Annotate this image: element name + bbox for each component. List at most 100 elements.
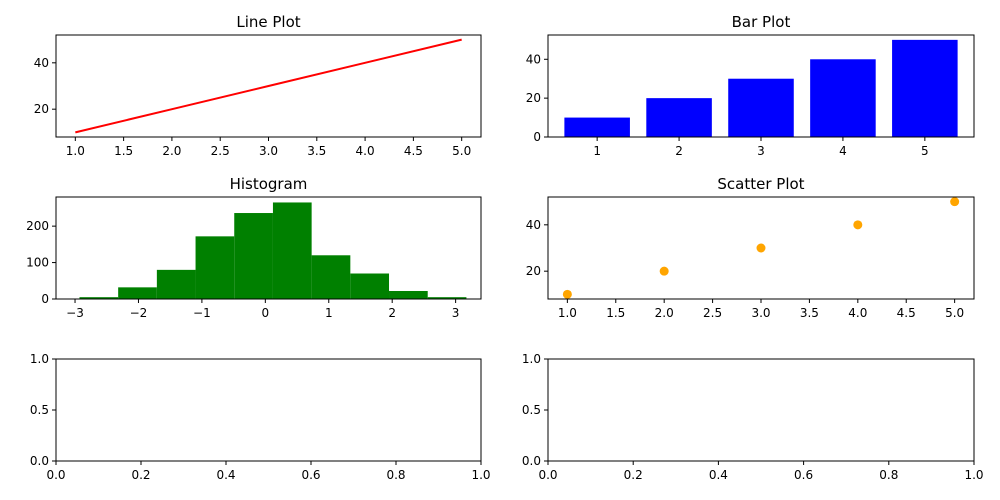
scatter-plot-title: Scatter Plot bbox=[717, 175, 804, 193]
y-tick-label: 200 bbox=[26, 219, 49, 233]
y-tick-label: 20 bbox=[526, 264, 541, 278]
histogram-title: Histogram bbox=[230, 175, 308, 193]
y-tick-label: 0.5 bbox=[30, 403, 49, 417]
histogram-bin bbox=[118, 287, 157, 299]
y-tick-label: 0 bbox=[41, 292, 49, 306]
x-tick-label: 3 bbox=[757, 144, 765, 158]
histogram-y-ticks: 0 100 200 bbox=[26, 219, 56, 306]
x-tick-label: 2.5 bbox=[703, 306, 722, 320]
empty-axes-left-y-ticks: 0.0 0.5 1.0 bbox=[30, 352, 56, 468]
x-tick-label: 4.0 bbox=[848, 306, 867, 320]
x-tick-label: 4.5 bbox=[897, 306, 916, 320]
x-tick-label: 4 bbox=[839, 144, 847, 158]
histogram-bin bbox=[389, 290, 428, 299]
scatter-plot-area bbox=[562, 197, 960, 299]
x-tick-label: 0.8 bbox=[386, 468, 405, 482]
x-tick-label: 0.6 bbox=[301, 468, 320, 482]
x-tick-label: 0.6 bbox=[794, 468, 813, 482]
histogram-bin bbox=[427, 297, 467, 299]
x-tick-label: 1.0 bbox=[66, 144, 85, 158]
x-tick-label: 1 bbox=[325, 306, 333, 320]
line-plot-title: Line Plot bbox=[236, 13, 300, 31]
x-tick-label: 2.5 bbox=[211, 144, 230, 158]
histogram-frame bbox=[55, 196, 482, 300]
bar-plot-area bbox=[564, 39, 958, 137]
line-plot-axes: Line Plot 1.0 1.5 2.0 2.5 3.0 3.5 4.0 4.5 5.0 20… bbox=[34, 13, 482, 158]
bar bbox=[810, 59, 876, 137]
line-series bbox=[75, 38, 462, 134]
empty-axes-left: 0.0 0.2 0.4 0.6 0.8 1.0 0.0 0.5 1.0 bbox=[30, 352, 491, 482]
scatter-point bbox=[756, 243, 766, 253]
x-tick-label: −3 bbox=[66, 306, 84, 320]
empty-axes-right-x-ticks: 0.0 0.2 0.4 0.6 0.8 1.0 bbox=[538, 461, 984, 482]
y-tick-label: 0 bbox=[533, 130, 541, 144]
y-tick-label: 40 bbox=[34, 56, 49, 70]
x-tick-label: 1.0 bbox=[471, 468, 490, 482]
histogram-x-ticks: −3 −2 −1 0 1 2 3 bbox=[66, 299, 459, 320]
x-tick-label: 5.0 bbox=[452, 144, 471, 158]
y-tick-label: 1.0 bbox=[522, 352, 541, 366]
y-tick-label: 100 bbox=[26, 256, 49, 270]
x-tick-label: −1 bbox=[193, 306, 211, 320]
x-tick-label: 4.0 bbox=[356, 144, 375, 158]
bar-plot-y-ticks: 0 20 40 bbox=[526, 52, 548, 144]
x-tick-label: 0 bbox=[262, 306, 270, 320]
y-tick-label: 40 bbox=[526, 52, 541, 66]
y-tick-label: 20 bbox=[34, 102, 49, 116]
x-tick-label: 0.4 bbox=[709, 468, 728, 482]
x-tick-label: 2 bbox=[388, 306, 396, 320]
scatter-point bbox=[853, 220, 863, 230]
histogram-bin bbox=[311, 255, 351, 299]
x-tick-label: 0.0 bbox=[538, 468, 557, 482]
x-tick-label: 3.0 bbox=[751, 306, 770, 320]
x-tick-label: 4.5 bbox=[404, 144, 423, 158]
x-tick-label: 3.0 bbox=[259, 144, 278, 158]
x-tick-label: 1.5 bbox=[114, 144, 133, 158]
empty-axes-right-y-ticks: 0.0 0.5 1.0 bbox=[522, 352, 548, 468]
line-plot-x-ticks: 1.0 1.5 2.0 2.5 3.0 3.5 4.0 4.5 5.0 bbox=[66, 137, 471, 158]
x-tick-label: 3.5 bbox=[307, 144, 326, 158]
x-tick-label: 5.0 bbox=[945, 306, 964, 320]
x-tick-label: 0.2 bbox=[131, 468, 150, 482]
histogram-bin bbox=[350, 273, 390, 299]
histogram-bin bbox=[272, 202, 312, 299]
bar bbox=[646, 98, 712, 137]
x-tick-label: −2 bbox=[130, 306, 148, 320]
histogram-area bbox=[79, 202, 467, 299]
histogram-bin bbox=[195, 236, 235, 299]
x-tick-label: 1.5 bbox=[606, 306, 625, 320]
empty-axes-right: 0.0 0.2 0.4 0.6 0.8 1.0 0.0 0.5 1.0 bbox=[522, 352, 984, 482]
scatter-plot-x-ticks: 1.0 1.5 2.0 2.5 3.0 3.5 4.0 4.5 5.0 bbox=[558, 299, 964, 320]
x-tick-label: 2.0 bbox=[655, 306, 674, 320]
x-tick-label: 1.0 bbox=[558, 306, 577, 320]
x-tick-label: 0.4 bbox=[216, 468, 235, 482]
y-tick-label: 1.0 bbox=[30, 352, 49, 366]
scatter-plot-axes: Scatter Plot 1.0 1.5 2.0 2.5 3.0 3.5 4.0 4.5 5.0… bbox=[526, 175, 975, 320]
x-tick-label: 5 bbox=[921, 144, 929, 158]
x-tick-label: 0.2 bbox=[624, 468, 643, 482]
y-tick-label: 0.0 bbox=[522, 454, 541, 468]
y-tick-label: 20 bbox=[526, 91, 541, 105]
scatter-point bbox=[562, 289, 572, 299]
bar-plot-axes: Bar Plot 1 2 3 4 5 0 20 40 bbox=[526, 13, 975, 158]
bar-plot-title: Bar Plot bbox=[732, 13, 791, 31]
scatter-point bbox=[659, 266, 669, 276]
x-tick-label: 2.0 bbox=[162, 144, 181, 158]
histogram-bin bbox=[234, 213, 273, 299]
x-tick-label: 1 bbox=[593, 144, 601, 158]
bar bbox=[892, 39, 958, 137]
x-tick-label: 1.0 bbox=[964, 468, 983, 482]
histogram-bin bbox=[79, 297, 119, 299]
bar-plot-x-ticks: 1 2 3 4 5 bbox=[593, 137, 929, 158]
x-tick-label: 2 bbox=[675, 144, 683, 158]
x-tick-label: 3.5 bbox=[800, 306, 819, 320]
x-tick-label: 3 bbox=[452, 306, 460, 320]
y-tick-label: 0.0 bbox=[30, 454, 49, 468]
scatter-point bbox=[950, 197, 960, 207]
x-tick-label: 0.0 bbox=[46, 468, 65, 482]
bar bbox=[728, 78, 794, 137]
y-tick-label: 40 bbox=[526, 218, 541, 232]
